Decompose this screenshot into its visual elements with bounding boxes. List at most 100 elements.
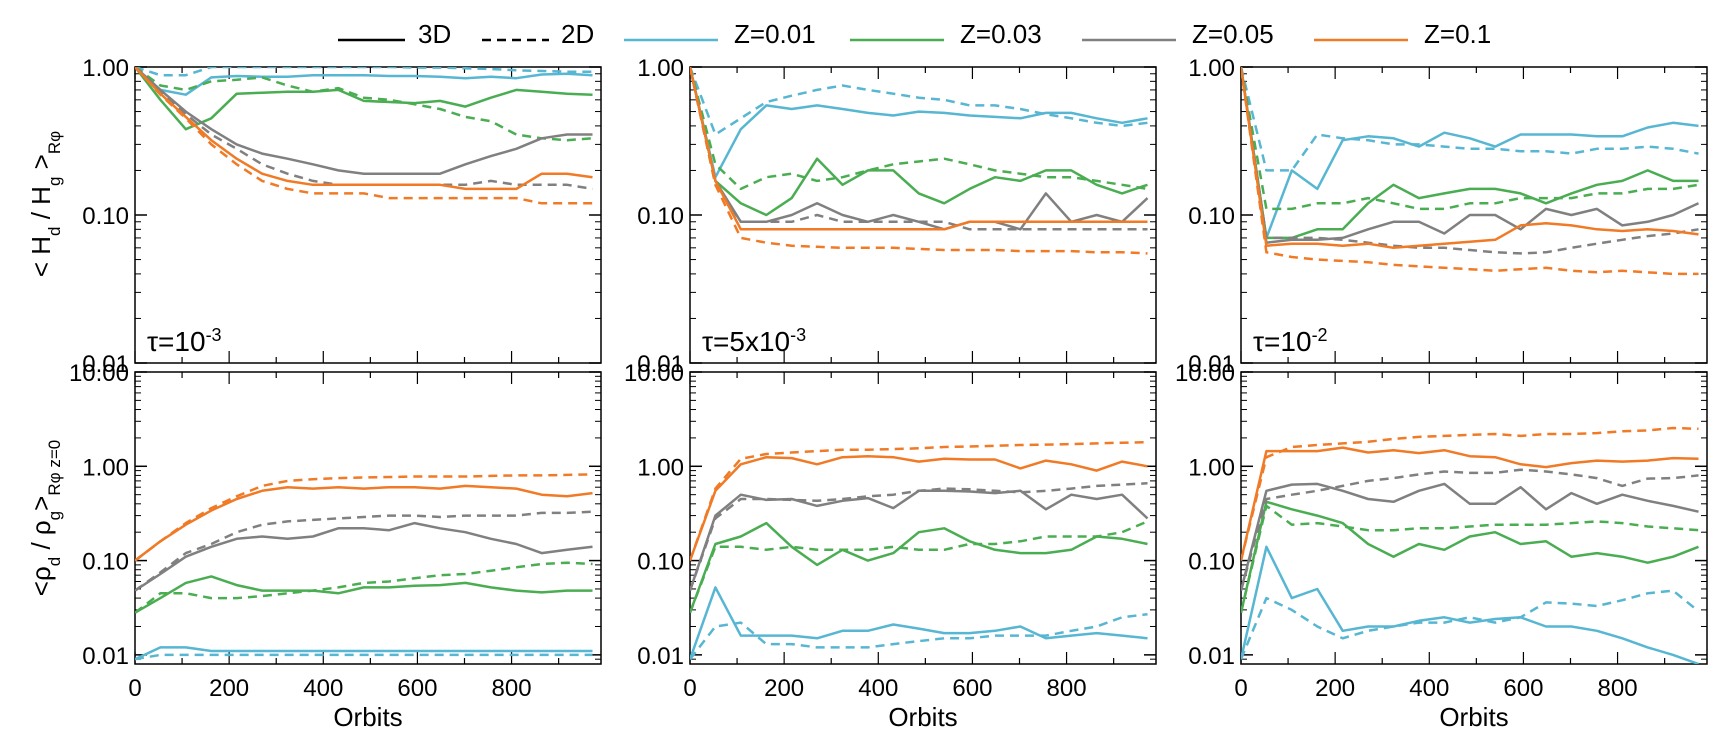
tau-label-base: τ=10 [1253,326,1312,357]
y-tick-label: 0.01 [1188,643,1235,670]
panel-bottom-2: 10.00 1.00 0.10 0.01 0 200 400 600 800 Orbits [1175,360,1708,732]
panel-top-2: 1.00 0.10 0.01 τ=10-2 [1188,55,1708,378]
series-z01-2d [135,473,593,562]
x-tick-label: 0 [1234,675,1247,702]
y-tick-label: 0.10 [1188,203,1235,230]
tau-label-base: τ=10 [147,326,206,357]
series-z01-2d [1241,426,1699,561]
series-z001-3d [1241,545,1699,664]
series-z01-3d [135,484,593,562]
x-tick-label: 600 [952,675,992,702]
y-tick-label: 1.00 [82,55,129,82]
series-z005-3d [690,67,1149,231]
y-tick-label: 0.10 [637,203,684,230]
y-tick-label: 1.00 [82,454,129,481]
y-tick-label: 0.01 [1188,351,1235,378]
series-z005-3d [135,67,593,175]
series-z01-2d [1241,67,1699,276]
x-tick-label: 200 [1315,675,1355,702]
y-tick-label: 10.00 [69,360,129,387]
legend-z005-label: Z=0.05 [1192,19,1274,49]
series-z003-2d [1241,67,1699,211]
series-group [135,67,593,205]
y-title-bottom: <ρd / ρg>Rφ z=0 [26,440,64,596]
series-z001-2d [135,653,593,661]
series-z005-3d [690,489,1149,592]
y-tick-label: 0.10 [1188,549,1235,576]
series-group [135,473,593,661]
series-z01-2d [135,67,593,205]
y-tick-label: 1.00 [1188,55,1235,82]
series-z01-3d [1241,67,1699,250]
y-tick-label: 0.01 [637,643,684,670]
series-z001-2d [1241,589,1700,660]
x-axis-title: Orbits [888,702,957,732]
series-z01-3d [690,67,1148,231]
series-z003-3d [1241,67,1699,240]
y-tick-label: 1.00 [637,454,684,481]
plot-frame [689,371,1157,665]
x-tick-label: 800 [492,675,532,702]
x-tick-label: 400 [1409,675,1449,702]
plot-frame [134,66,602,364]
series-z001-3d [135,646,593,661]
series-z001-3d [135,67,593,96]
series-z003-3d [1241,500,1699,613]
series-z003-3d [690,521,1148,614]
x-tick-label: 200 [209,675,249,702]
panel-top-1: 1.00 0.10 0.01 τ=5x10-3 [637,55,1157,378]
series-z005-3d [135,521,593,592]
series-z005-3d [1241,67,1700,244]
series-group [690,440,1149,660]
series-z01-3d [135,67,593,191]
plot-frame [1240,371,1708,665]
tau-label: τ=5x10-3 [702,325,806,357]
series-z003-2d [135,561,593,614]
series-z005-2d [1241,468,1699,591]
tau-label: τ=10-3 [147,325,222,357]
series-z005-2d [1241,67,1699,255]
tau-label-base: τ=5x10 [702,326,790,357]
y-tick-label: 0.10 [82,549,129,576]
series-z01-3d [690,454,1148,562]
tau-label-exp: -3 [790,325,806,345]
y-tick-label: 0.10 [637,549,684,576]
panel-top-0: 1.00 0.10 0.01 τ=10-3 [82,55,602,378]
x-tick-label: 600 [397,675,437,702]
series-z005-2d [135,510,593,592]
x-tick-label: 800 [1047,675,1087,702]
series-z005-3d [1241,482,1699,591]
x-axis-title: Orbits [333,702,402,732]
series-z01-2d [690,67,1148,255]
series-z003-3d [690,67,1148,217]
tau-label: τ=10-2 [1253,325,1328,357]
plot-frame [134,371,602,665]
series-z001-3d [690,67,1148,179]
series-z003-2d [1241,504,1699,613]
tau-label-exp: -3 [206,325,222,345]
y-title-top: < Hd / Hg >Rφ [26,131,64,277]
panel-bottom-1: 10.00 1.00 0.10 0.01 0 200 400 600 800 Orbits [624,360,1157,732]
series-z003-2d [690,520,1148,614]
y-tick-label: 0.01 [82,351,129,378]
series-z01-3d [1241,446,1699,561]
x-tick-label: 400 [858,675,898,702]
series-z001-3d [1241,67,1699,240]
legend: 3D 2D Z=0.01 Z=0.03 Z=0.05 Z=0.1 [338,19,1491,49]
series-group [1241,426,1700,664]
series-z001-2d [690,67,1148,136]
legend-z003-label: Z=0.03 [960,19,1042,49]
y-tick-label: 0.01 [82,643,129,670]
x-tick-label: 600 [1503,675,1543,702]
legend-3d-label: 3D [418,19,451,49]
legend-z001-label: Z=0.01 [734,19,816,49]
y-tick-label: 10.00 [1175,360,1235,387]
x-tick-label: 800 [1598,675,1638,702]
tau-label-exp: -2 [1312,325,1328,345]
y-tick-label: 0.01 [637,351,684,378]
series-z01-2d [690,440,1148,562]
x-axis-title: Orbits [1439,702,1508,732]
series-z005-2d [135,67,593,191]
series-z001-3d [690,586,1148,660]
